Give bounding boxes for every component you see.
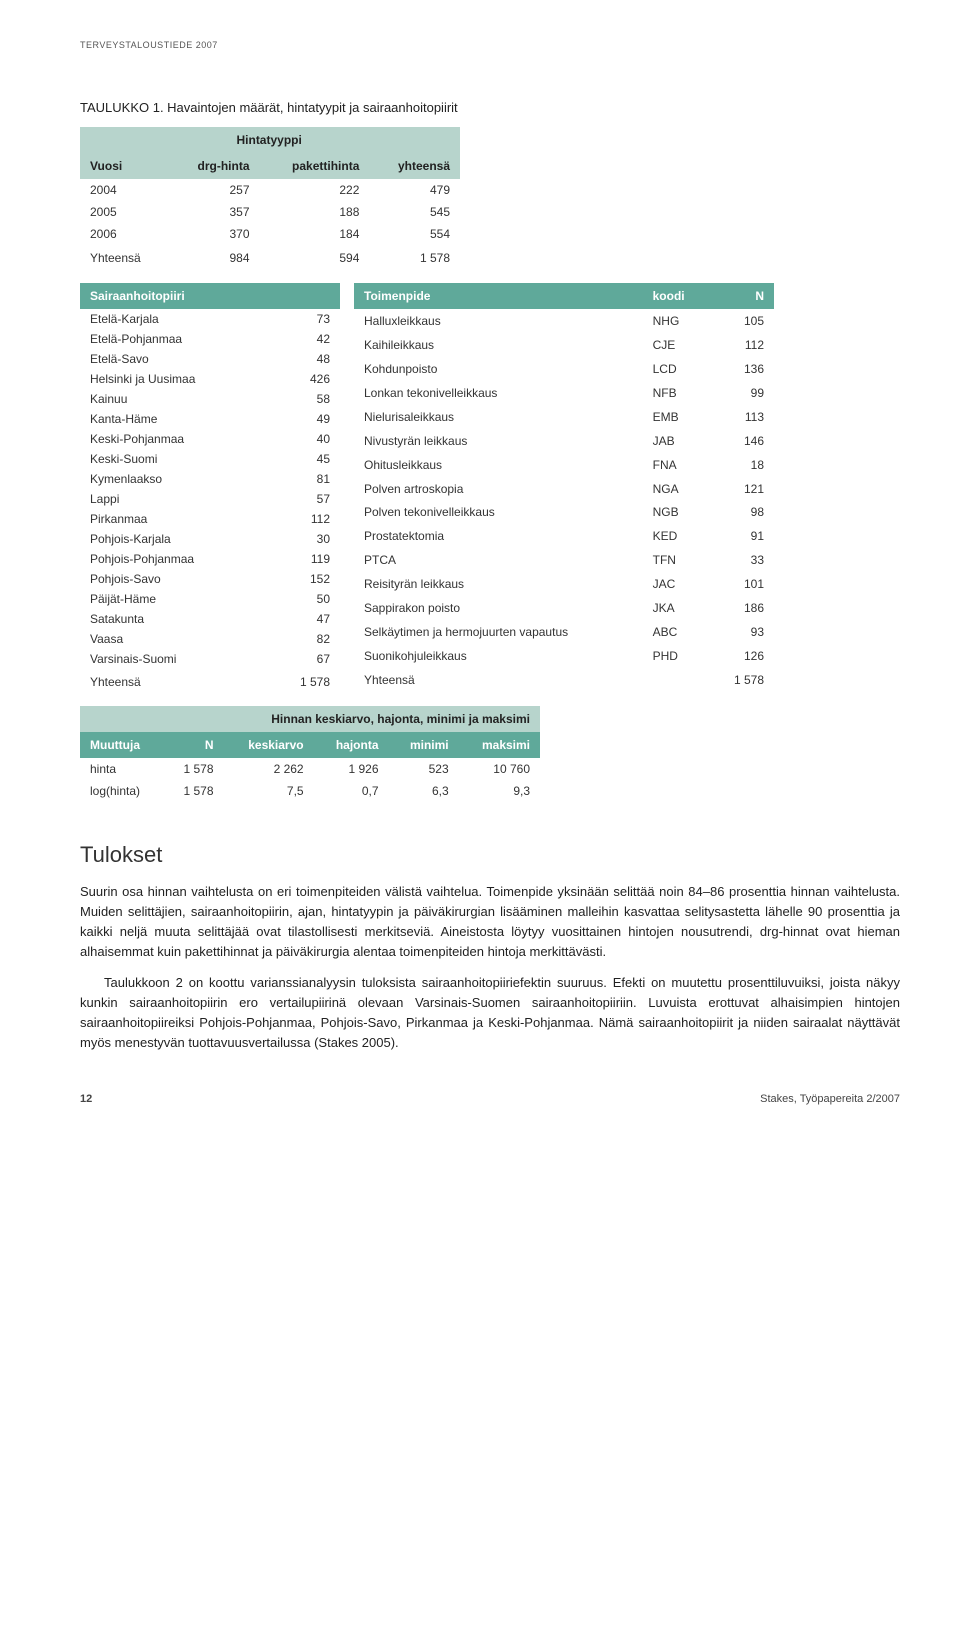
stats-c4: minimi <box>389 732 459 758</box>
table-row: Varsinais-Suomi67 <box>80 649 340 669</box>
table-row: 2005357188545 <box>80 201 460 223</box>
table-row: Lappi57 <box>80 489 340 509</box>
col-yhteensa: yhteensä <box>369 153 460 179</box>
table-row: PTCATFN33 <box>354 548 774 572</box>
col-vuosi: Vuosi <box>80 153 169 179</box>
table-row: Sappirakon poistoJKA186 <box>354 596 774 620</box>
table-row: Kymenlaakso81 <box>80 469 340 489</box>
table-sairaanhoitopiiri: Sairaanhoitopiiri Etelä-Karjala73Etelä-P… <box>80 283 340 692</box>
table-row: Kanta-Häme49 <box>80 409 340 429</box>
table-row: Etelä-Savo48 <box>80 349 340 369</box>
table-row: KohdunpoistoLCD136 <box>354 357 774 381</box>
col-paketti: pakettihinta <box>260 153 370 179</box>
table-row: Etelä-Karjala73 <box>80 309 340 329</box>
table-row: NielurisaleikkausEMB113 <box>354 405 774 429</box>
table-row: Selkäytimen ja hermojuurten vapautusABC9… <box>354 620 774 644</box>
table-toimenpide: Toimenpide koodi N HalluxleikkausNHG105K… <box>354 283 774 692</box>
table-row: log(hinta)1 5787,50,76,39,3 <box>80 780 540 802</box>
table-row-total: Yhteensä1 578 <box>80 669 340 692</box>
results-heading: Tulokset <box>80 842 900 868</box>
tp-col-name: Toimenpide <box>354 283 643 309</box>
table-row-total: Yhteensä1 578 <box>354 668 774 692</box>
table-row: ProstatektomiaKED91 <box>354 524 774 548</box>
stats-c0: Muuttuja <box>80 732 164 758</box>
table-row: hinta1 5782 2621 92652310 760 <box>80 758 540 780</box>
page-number: 12 <box>80 1093 92 1105</box>
table-row: Lonkan tekonivelleikkausNFB99 <box>354 381 774 405</box>
stats-c5: maksimi <box>459 732 540 758</box>
table-stats: Hinnan keskiarvo, hajonta, minimi ja mak… <box>80 706 540 802</box>
table-row: 2004257222479 <box>80 179 460 201</box>
results-p1: Suurin osa hinnan vaihtelusta on eri toi… <box>80 882 900 963</box>
table-row: Reisityrän leikkausJAC101 <box>354 572 774 596</box>
table-row: KaihileikkausCJE112 <box>354 333 774 357</box>
table-row: Keski-Pohjanmaa40 <box>80 429 340 449</box>
table-caption: TAULUKKO 1. Havaintojen määrät, hintatyy… <box>80 100 900 115</box>
table-row: Pohjois-Karjala30 <box>80 529 340 549</box>
table-row: Etelä-Pohjanmaa42 <box>80 329 340 349</box>
table-row: Keski-Suomi45 <box>80 449 340 469</box>
super-hintatyyppi: Hintatyyppi <box>169 127 369 153</box>
sp-col-n <box>266 283 340 309</box>
table-row: Satakunta47 <box>80 609 340 629</box>
results-p2: Taulukkoon 2 on koottu varianssianalyysi… <box>80 973 900 1054</box>
table-row: SuonikohjuleikkausPHD126 <box>354 644 774 668</box>
footer-right: Stakes, Työpapereita 2/2007 <box>760 1093 900 1105</box>
page-header: TERVEYSTALOUSTIEDE 2007 <box>80 40 900 50</box>
table-row: Päijät-Häme50 <box>80 589 340 609</box>
tp-col-n: N <box>710 283 774 309</box>
sp-col-name: Sairaanhoitopiiri <box>80 283 266 309</box>
stats-c1: N <box>164 732 224 758</box>
stats-title: Hinnan keskiarvo, hajonta, minimi ja mak… <box>80 706 540 732</box>
table-row: Pohjois-Savo152 <box>80 569 340 589</box>
stats-c3: hajonta <box>314 732 389 758</box>
tp-col-koodi: koodi <box>643 283 710 309</box>
table-row: Pirkanmaa112 <box>80 509 340 529</box>
table-row-total: Yhteensä9845941 578 <box>80 245 460 269</box>
table-row: HalluxleikkausNHG105 <box>354 309 774 333</box>
col-drg: drg-hinta <box>169 153 260 179</box>
table-row: Pohjois-Pohjanmaa119 <box>80 549 340 569</box>
table-hintatyyppi: Hintatyyppi Vuosi drg-hinta pakettihinta… <box>80 127 460 269</box>
table-row: Helsinki ja Uusimaa426 <box>80 369 340 389</box>
table-row: Kainuu58 <box>80 389 340 409</box>
table-row: Vaasa82 <box>80 629 340 649</box>
table-row: OhitusleikkausFNA18 <box>354 453 774 477</box>
table-row: Nivustyrän leikkausJAB146 <box>354 429 774 453</box>
table-row: 2006370184554 <box>80 223 460 245</box>
table-row: Polven artroskopiaNGA121 <box>354 477 774 501</box>
results-p2-text: Taulukkoon 2 on koottu varianssianalyysi… <box>80 975 900 1050</box>
table-row: Polven tekonivelleikkausNGB98 <box>354 501 774 525</box>
stats-c2: keskiarvo <box>224 732 314 758</box>
